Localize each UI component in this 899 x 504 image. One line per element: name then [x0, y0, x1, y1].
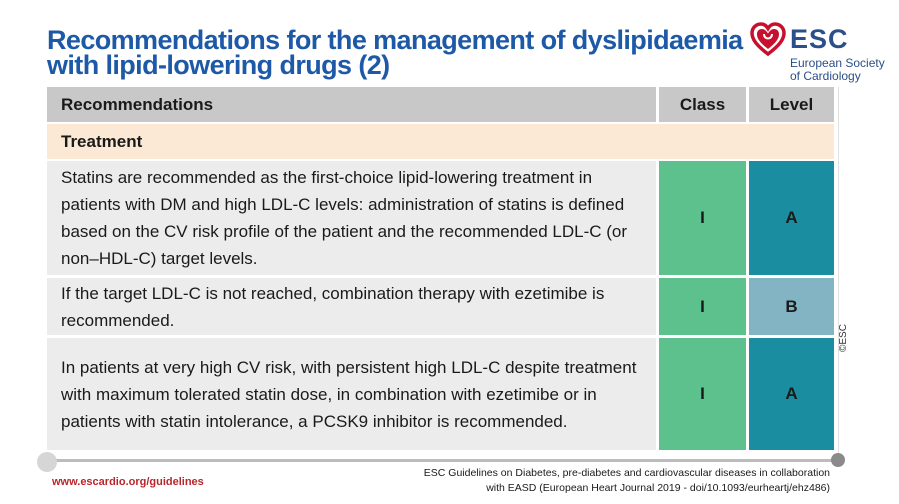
recommendation-text: Statins are recommended as the first-cho…: [47, 161, 656, 275]
page-title: Recommendations for the management of dy…: [47, 25, 743, 80]
copyright-label: ©ESC: [838, 324, 849, 352]
class-cell: I: [659, 278, 746, 335]
logo-subtitle: European Society of Cardiology: [790, 56, 885, 83]
right-divider: [838, 87, 839, 459]
table-row: In patients at very high CV risk, with p…: [47, 338, 834, 450]
logo-wordmark: ESC: [790, 24, 849, 54]
recommendation-text: In patients at very high CV risk, with p…: [47, 338, 656, 450]
table-row: If the target LDL-C is not reached, comb…: [47, 278, 834, 335]
footer-dot-right: [831, 453, 845, 467]
header-class: Class: [659, 87, 746, 122]
level-cell: A: [749, 161, 834, 275]
header-recommendations: Recommendations: [47, 87, 656, 122]
class-cell: I: [659, 161, 746, 275]
footer-rule: [47, 459, 839, 462]
footer-dot-left: [37, 452, 57, 472]
class-cell: I: [659, 338, 746, 450]
guidelines-link[interactable]: www.escardio.org/guidelines: [52, 476, 204, 488]
esc-logo: ESC European Society of Cardiology: [750, 22, 890, 84]
heart-icon: [750, 22, 786, 57]
table-row: Statins are recommended as the first-cho…: [47, 161, 834, 275]
level-cell: A: [749, 338, 834, 450]
level-cell: B: [749, 278, 834, 335]
citation-text: ESC Guidelines on Diabetes, pre-diabetes…: [423, 467, 830, 494]
recommendation-text: If the target LDL-C is not reached, comb…: [47, 278, 656, 335]
header-level: Level: [749, 87, 834, 122]
section-treatment: Treatment: [47, 124, 834, 159]
